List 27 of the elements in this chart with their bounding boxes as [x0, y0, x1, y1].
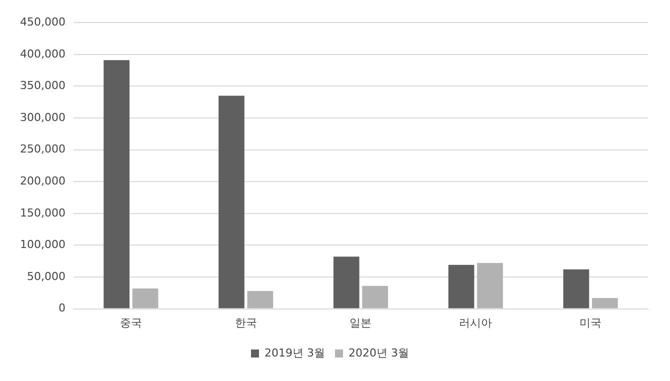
bar — [477, 263, 503, 308]
y-tick-label: 400,000 — [20, 47, 66, 60]
legend-label: 2020년 3월 — [348, 346, 409, 360]
y-tick-label: 200,000 — [20, 174, 66, 188]
bar — [132, 288, 158, 308]
bar — [563, 269, 590, 308]
x-tick-label: 미국 — [580, 316, 602, 330]
y-tick-label: 350,000 — [20, 79, 66, 92]
x-tick-label: 일본 — [350, 316, 372, 330]
y-tick-label: 250,000 — [20, 142, 66, 156]
x-tick-label: 중국 — [120, 316, 142, 330]
y-tick-label: 300,000 — [20, 110, 66, 124]
bar — [362, 286, 388, 308]
x-tick-label: 러시아 — [459, 316, 492, 330]
bar — [448, 264, 474, 308]
bar — [247, 290, 274, 308]
y-tick-label: 150,000 — [20, 206, 66, 220]
bar — [333, 256, 360, 308]
bar — [104, 60, 130, 308]
x-tick-label: 한국 — [234, 316, 257, 330]
legend-label: 2019년 3월 — [264, 346, 326, 360]
y-tick-label: 0 — [58, 302, 66, 315]
y-tick-label: 100,000 — [20, 238, 66, 252]
y-tick-label: 50,000 — [26, 270, 66, 283]
y-tick-label: 450,000 — [20, 15, 66, 28]
bar — [592, 298, 618, 308]
bar — [218, 96, 244, 308]
